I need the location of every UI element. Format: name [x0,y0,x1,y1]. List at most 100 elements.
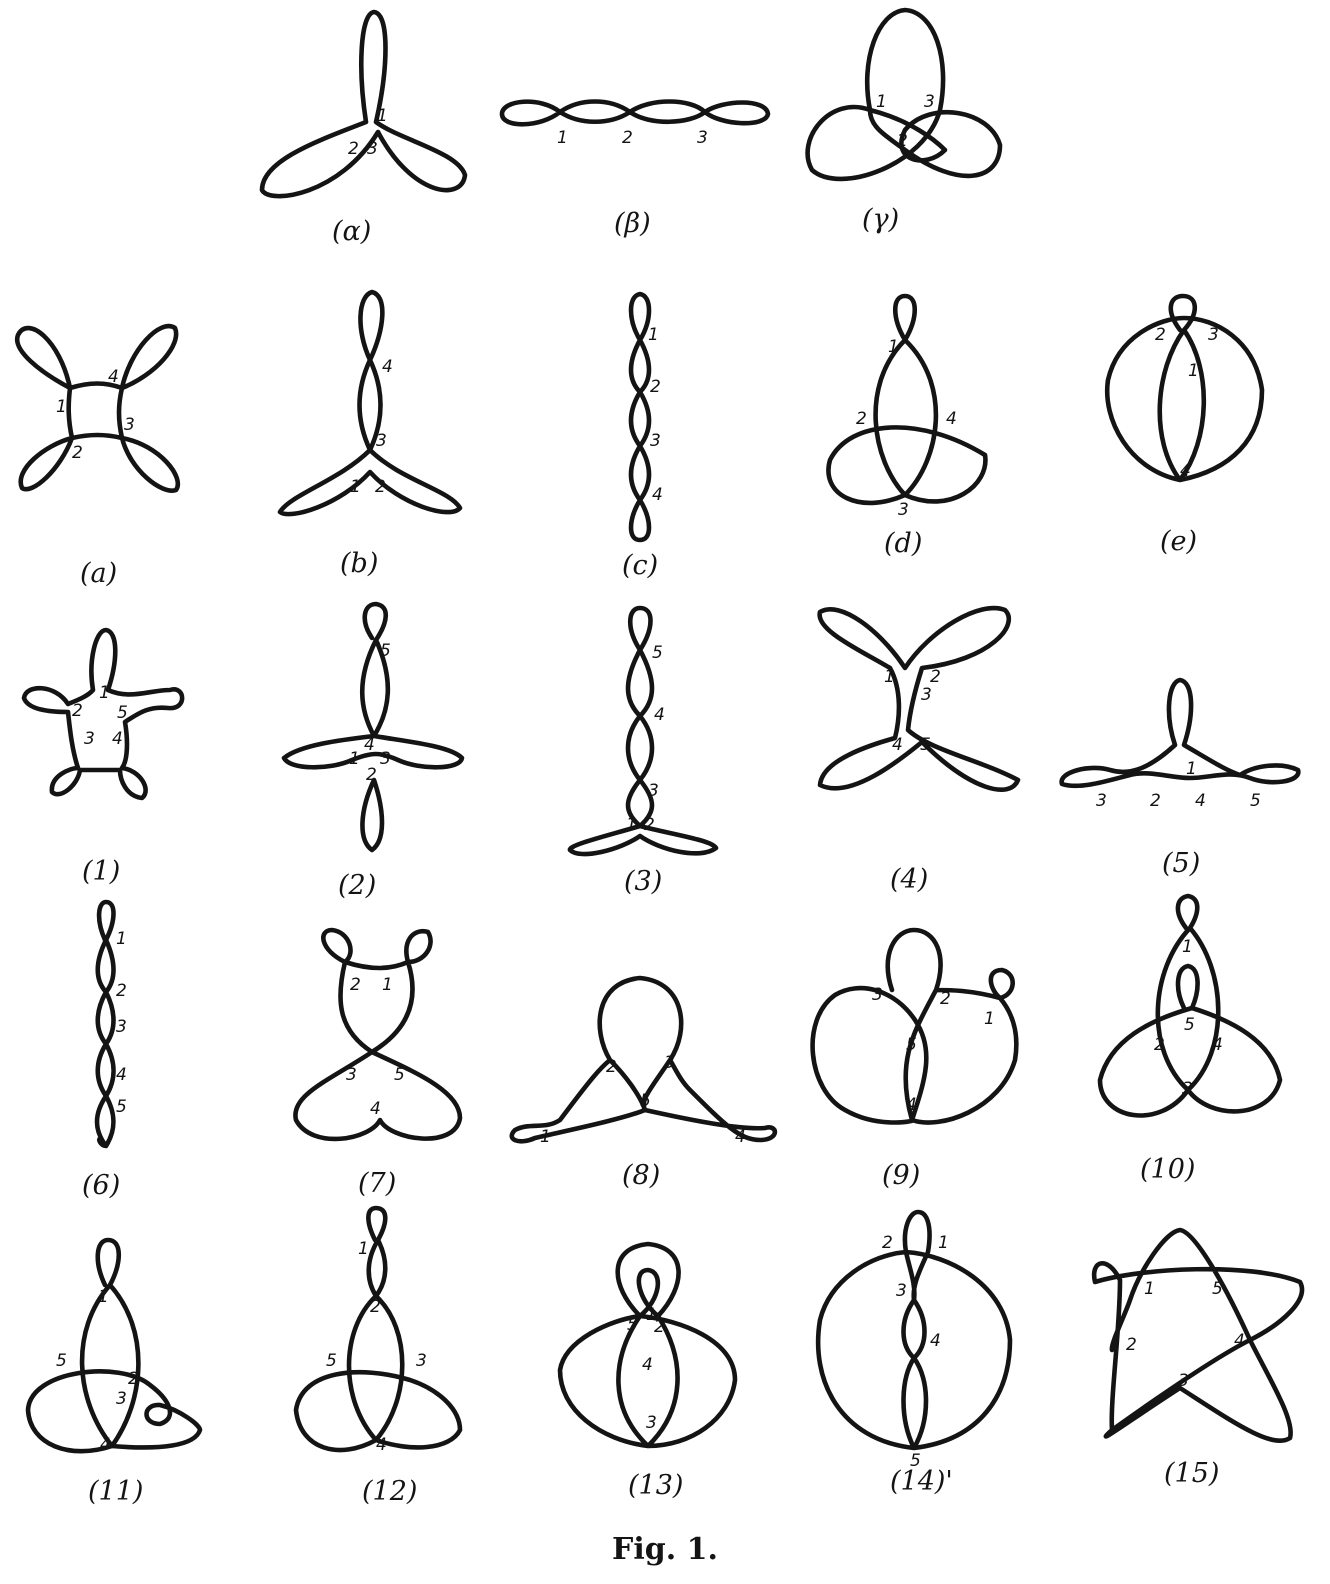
diagram-label: (e) [1160,526,1197,557]
crossing-number: 2 [348,139,359,159]
crossing-number: 2 [606,1057,617,1077]
diagram-label: (15) [1164,1458,1219,1489]
crossing-number: 5 [652,643,663,663]
crossing-number: 1 [540,1127,551,1147]
diagram-label: (10) [1140,1154,1195,1185]
diagram-label: (7) [358,1168,396,1199]
diagram-alpha: 1 2 3 (α) [259,9,468,247]
crossing-number: 1 [350,477,361,497]
crossing-number: 3 [116,1389,127,1409]
curve-8 [509,975,778,1144]
curve-11 [25,1237,203,1454]
diagram-label: (1) [82,856,120,887]
crossing-number: 1 [876,92,887,112]
diagram-beta: 1 2 3 (β) [499,99,771,239]
crossing-number: 4 [1180,461,1191,481]
crossing-number: 3 [367,139,378,159]
crossing-number: 2 [375,477,386,497]
diagram-7: 2 1 3 5 4 (7) [293,927,463,1199]
crossing-number: 4 [654,705,665,725]
crossing-number: 3 [416,1351,427,1371]
crossing-number: 5 [906,1035,917,1055]
diagram-label: (14)' [890,1466,953,1497]
crossing-number: 2 [350,975,361,995]
crossing-number: 4 [382,357,393,377]
crossing-number: 4 [116,1065,127,1085]
curve-7 [293,927,463,1142]
curve-13 [557,1241,738,1449]
diagram-c: 1 2 3 4 (c) [622,291,663,581]
curve-gamma [805,7,1003,182]
crossing-number: 2 [940,989,951,1009]
crossing-number: 3 [376,431,387,451]
crossing-number: 2 [72,701,83,721]
crossing-number: 1 [99,683,110,703]
diagram-4: 1 2 3 4 5 (4) [817,605,1021,895]
crossing-number: 3 [116,1017,127,1037]
curve-10 [1097,893,1283,1118]
crossing-number: 1 [888,337,899,357]
crossing-number: 1 [648,325,659,345]
curve-4 [817,605,1021,792]
diagram-label: (12) [362,1476,417,1507]
curve-2 [281,601,465,853]
crossing-number: 2 [856,409,867,429]
curve-14 [815,1209,1013,1451]
diagram-b: 4 3 1 2 (b) [277,289,463,579]
crossing-number: 3 [380,749,391,769]
crossing-number: 2 [116,981,127,1001]
diagram-label: (d) [884,528,922,559]
crossing-number: 1 [557,128,568,148]
crossing-number: 3 [346,1065,357,1085]
curve-1 [21,627,185,801]
crossing-number: 5 [380,641,391,661]
crossing-number: 1 [358,1239,369,1259]
crossing-number: 5 [627,1315,638,1335]
crossing-number: 5 [117,703,128,723]
crossing-number: 3 [124,415,135,435]
crossing-number: 1 [382,975,393,995]
crossing-number: 1 [56,397,67,417]
crossing-number: 1 [1182,937,1193,957]
diagram-label: (a) [80,558,117,589]
crossing-number: 5 [910,1451,921,1471]
curve-d [826,293,988,506]
crossing-number: 4 [930,1331,941,1351]
crossing-number: 3 [896,1281,907,1301]
crossing-number: 3 [84,729,95,749]
crossing-number: 3 [1178,1371,1189,1391]
crossing-number: 5 [56,1351,67,1371]
diagram-5: 1 2 3 4 5 (5) [1059,677,1301,879]
diagram-12: 1 2 5 3 4 (12) [293,1205,463,1507]
crossing-number: 2 [1154,1035,1165,1055]
diagram-label: (8) [622,1160,660,1191]
diagram-2: 5 4 1 3 2 (2) [281,601,465,901]
diagram-label: (b) [340,548,378,579]
diagram-label: (γ) [862,204,899,235]
curve-5 [1059,677,1301,789]
diagram-15: 1 5 2 4 3 (15) [1091,1227,1305,1489]
diagram-6: 1 2 3 4 5 (6) [82,899,127,1201]
crossing-number: 1 [884,667,895,687]
diagram-label: (13) [628,1470,683,1501]
diagram-label: (11) [88,1476,143,1507]
crossing-number: 2 [370,1297,381,1317]
crossing-number: 1 [349,749,360,769]
curve-12 [293,1205,463,1453]
crossing-number: 4 [108,367,119,387]
diagram-14: 2 1 3 4 5 (14)' [815,1209,1013,1497]
crossing-number: 5 [640,1091,651,1111]
crossing-number: 1 [938,1233,949,1253]
crossing-number: 3 [646,1413,657,1433]
curve-alpha [259,9,468,199]
crossing-number: 5 [394,1065,405,1085]
diagram-9: 3 2 1 5 4 (9) [810,927,1019,1191]
crossing-number: 4 [642,1355,653,1375]
crossing-number: 2 [1126,1335,1137,1355]
crossing-number: 3 [1208,325,1219,345]
crossing-number: 2 [650,377,661,397]
crossing-number: 4 [735,1127,746,1147]
crossing-number: 3 [697,128,708,148]
curve-15 [1091,1227,1305,1443]
